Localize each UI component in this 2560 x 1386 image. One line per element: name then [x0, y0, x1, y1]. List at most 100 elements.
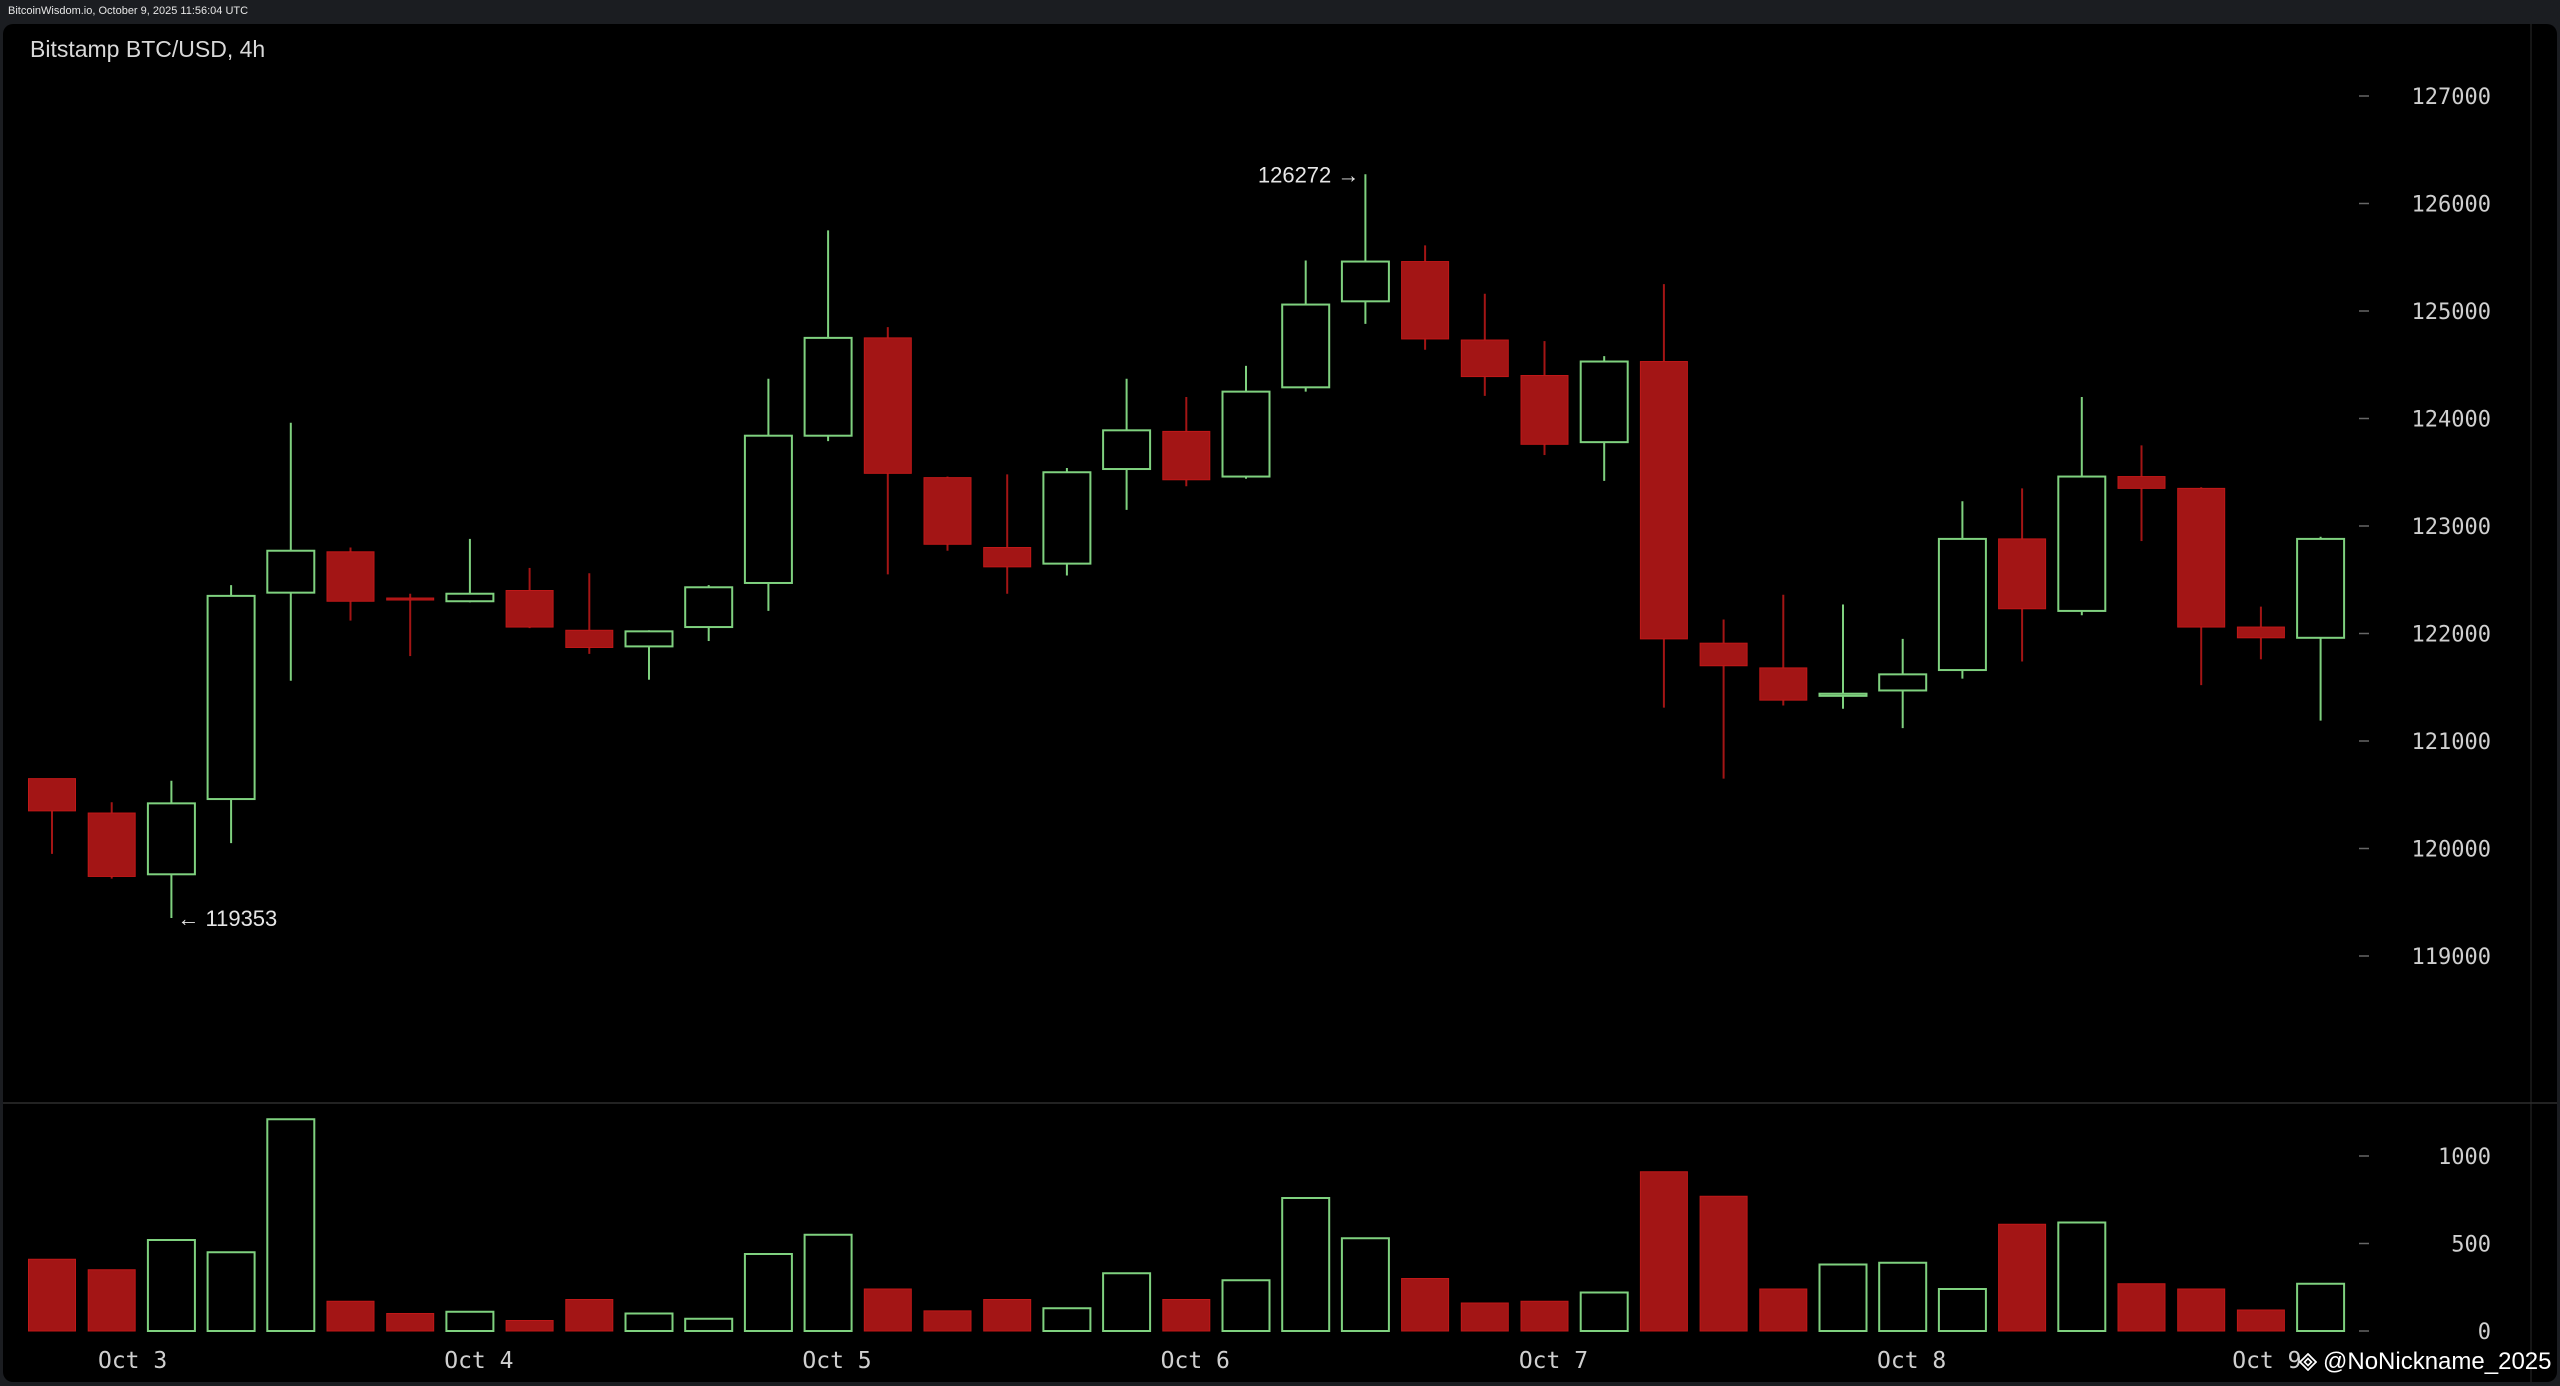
candle-body-up — [803, 336, 853, 437]
price-annotations: ← 119353 126272 → — [177, 162, 1359, 931]
candle-body-up — [743, 434, 793, 584]
candle-body-down — [1162, 430, 1211, 481]
volume-bar-down — [2177, 1288, 2226, 1332]
volume-bar-up — [684, 1317, 734, 1332]
candle-body-down — [565, 629, 614, 648]
volume-bar-up — [1878, 1261, 1928, 1332]
watermark-text: @NoNickname_2025 — [2323, 1348, 2552, 1375]
volume-tick-label: 1000 — [2438, 1145, 2491, 1170]
volume-bar-up — [1579, 1291, 1629, 1332]
candle-body-up — [1221, 390, 1271, 478]
watermark: @NoNickname_2025 — [2299, 1348, 2551, 1376]
volume-bar-down — [1401, 1278, 1450, 1332]
price-tick-label: 126000 — [2412, 193, 2491, 218]
price-tick-label: 127000 — [2412, 85, 2491, 110]
low-price-annotation: ← 119353 — [177, 906, 277, 931]
volume-bar-down — [1759, 1288, 1808, 1332]
date-tick-label: Oct 6 — [1161, 1348, 1230, 1374]
volume-bar-up — [206, 1251, 256, 1332]
candle-body-up — [1878, 673, 1928, 692]
candle-body-down — [2236, 626, 2285, 639]
candlestick-chart: 119000 120000 121000 122000 123000 124000 1250… — [3, 24, 2557, 1382]
axis-ticks — [2359, 95, 2369, 1332]
candle-body-down — [2117, 476, 2166, 489]
candle-body-down — [1759, 667, 1808, 701]
volume-bar-up — [743, 1253, 793, 1332]
volume-bar-up — [1102, 1272, 1152, 1332]
price-tick-label: 119000 — [2412, 945, 2491, 970]
candle-body-up — [206, 594, 256, 801]
candle-body-down — [923, 477, 972, 545]
candle-bodies — [28, 260, 2346, 877]
volume-bar-down — [1998, 1223, 2047, 1332]
candle-body-down — [87, 812, 136, 877]
volume-bar-down — [326, 1300, 375, 1332]
top-bar: BitcoinWisdom.io, October 9, 2025 11:56:… — [0, 0, 2560, 22]
pane-divider — [3, 24, 2557, 1382]
volume-bar-down — [2236, 1309, 2285, 1332]
candle-body-up — [2296, 537, 2346, 639]
binance-square-logo-icon — [2299, 1353, 2317, 1371]
candle-body-up — [624, 630, 674, 648]
candle-body-up — [684, 586, 734, 629]
volume-bar-down — [2117, 1283, 2166, 1332]
candle-body-down — [1639, 361, 1688, 640]
price-tick-label: 124000 — [2412, 408, 2491, 433]
volume-bar-down — [505, 1320, 554, 1332]
volume-bar-down — [1639, 1171, 1688, 1332]
chart-frame: 119000 120000 121000 122000 123000 124000 1250… — [3, 24, 2557, 1382]
volume-bar-up — [1221, 1279, 1271, 1332]
chart-title: Bitstamp BTC/USD, 4h — [30, 36, 266, 62]
price-tick-label: 120000 — [2412, 838, 2491, 863]
candle-body-up — [1102, 429, 1152, 471]
volume-bar-up — [1042, 1307, 1092, 1332]
volume-tick-label: 0 — [2478, 1320, 2491, 1345]
candle-body-up — [1340, 260, 1390, 303]
volume-bar-up — [803, 1233, 853, 1332]
candle-body-down — [326, 551, 375, 602]
volume-bar-up — [1281, 1197, 1331, 1332]
candle-body-down — [1460, 339, 1509, 378]
date-tick-label: Oct 4 — [444, 1348, 513, 1374]
volume-bar-down — [1460, 1302, 1509, 1332]
volume-bar-up — [2057, 1221, 2107, 1332]
candle-body-up — [1818, 692, 1868, 697]
candle-body-down — [1998, 538, 2047, 610]
price-tick-label: 125000 — [2412, 300, 2491, 325]
volume-bar-down — [923, 1310, 972, 1332]
candle-body-up — [266, 549, 316, 594]
volume-bar-down — [983, 1299, 1032, 1332]
price-tick-label: 121000 — [2412, 730, 2491, 755]
volume-bar-down — [28, 1258, 76, 1332]
candle-body-up — [1281, 303, 1331, 389]
date-tick-label: Oct 5 — [802, 1348, 871, 1374]
candle-body-down — [505, 590, 554, 628]
volume-bar-down — [1162, 1299, 1211, 1332]
volume-bar-down — [863, 1288, 912, 1332]
volume-bar-up — [1818, 1263, 1868, 1332]
volume-bar-up — [1937, 1288, 1987, 1332]
volume-bar-up — [146, 1239, 196, 1332]
date-tick-label: Oct 7 — [1519, 1348, 1588, 1374]
source-caption: BitcoinWisdom.io, October 9, 2025 11:56:… — [8, 5, 249, 17]
candle-body-down — [1699, 642, 1748, 667]
candle-body-up — [146, 802, 196, 876]
volume-bar-up — [2296, 1282, 2346, 1332]
candle-body-down — [1520, 375, 1569, 445]
candle-body-down — [28, 778, 76, 812]
volume-tick-label: 500 — [2451, 1233, 2491, 1258]
candle-body-up — [445, 592, 495, 603]
candle-body-down — [2177, 487, 2226, 628]
volume-bar-down — [1699, 1195, 1748, 1332]
price-tick-label: 122000 — [2412, 623, 2491, 648]
candle-body-up — [1579, 360, 1629, 444]
date-tick-label: Oct 3 — [98, 1348, 167, 1374]
candle-body-up — [1042, 471, 1092, 565]
candle-body-down — [386, 597, 435, 601]
volume-bar-down — [87, 1269, 136, 1332]
axis-labels: 119000 120000 121000 122000 123000 124000 1250… — [98, 85, 2491, 1374]
price-tick-label: 123000 — [2412, 515, 2491, 540]
volume-bar-down — [386, 1313, 435, 1332]
candle-body-up — [2057, 475, 2107, 612]
date-tick-label: Oct 8 — [1877, 1348, 1946, 1374]
